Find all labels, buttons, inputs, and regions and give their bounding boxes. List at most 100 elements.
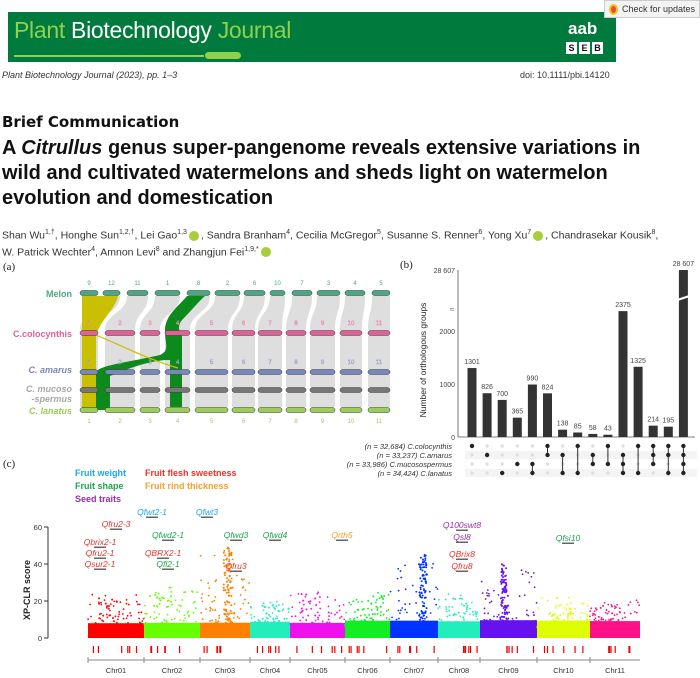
synteny-ribbon-highlight-yellow bbox=[82, 296, 118, 410]
score-point bbox=[422, 563, 425, 566]
score-point bbox=[596, 625, 599, 628]
check-for-updates-button[interactable]: Check for updates bbox=[604, 0, 700, 18]
matrix-dot-filled bbox=[545, 452, 550, 458]
qtl-label: Qfru3 bbox=[225, 561, 247, 571]
score-point bbox=[435, 586, 437, 589]
orcid-icon[interactable] bbox=[533, 230, 544, 241]
journal-name-part: Plant bbox=[14, 17, 65, 43]
bar-value-label: 43 bbox=[604, 426, 612, 433]
score-point bbox=[465, 608, 468, 611]
score-point bbox=[177, 625, 180, 628]
sweep-region-tick bbox=[532, 646, 535, 653]
author-name[interactable]: Yong Xu bbox=[487, 229, 528, 242]
score-point bbox=[104, 602, 107, 605]
score-point bbox=[309, 602, 311, 605]
author-name[interactable]: Chandrasekar Kousik bbox=[551, 229, 652, 242]
score-point bbox=[471, 623, 473, 626]
score-point bbox=[459, 597, 462, 600]
score-point bbox=[249, 625, 252, 628]
score-point bbox=[309, 600, 312, 603]
score-point bbox=[569, 602, 572, 604]
qtl-marker bbox=[456, 558, 468, 560]
score-point bbox=[352, 600, 355, 603]
author-affiliation: 1,2,† bbox=[118, 229, 135, 236]
score-point bbox=[464, 625, 467, 628]
score-point bbox=[183, 614, 186, 617]
set-size: (n = 34,424) bbox=[378, 469, 421, 478]
author-name[interactable]: Shan Wu bbox=[2, 229, 45, 242]
score-point bbox=[242, 602, 245, 605]
sweep-region-tick bbox=[164, 646, 166, 653]
bar bbox=[467, 368, 477, 437]
author-name[interactable]: Honghe Sun bbox=[60, 229, 119, 242]
author-name[interactable]: Lei Gao bbox=[140, 229, 178, 242]
score-point bbox=[344, 620, 347, 622]
score-point bbox=[314, 597, 317, 600]
author-name[interactable]: Susanne S. Renner bbox=[386, 229, 479, 242]
score-point bbox=[458, 622, 461, 625]
score-point bbox=[415, 602, 417, 604]
chromosome-number: 4 bbox=[176, 419, 180, 425]
score-point bbox=[89, 603, 91, 606]
chromosome-number: 3 bbox=[148, 321, 152, 327]
score-point bbox=[428, 622, 431, 625]
sweep-region-tick bbox=[468, 646, 470, 653]
synteny-ribbon-highlight-green bbox=[96, 296, 205, 410]
score-point bbox=[226, 617, 229, 620]
author-name[interactable]: Sandra Branham bbox=[206, 229, 287, 242]
score-point bbox=[501, 619, 504, 622]
chromosome-number: 1 bbox=[87, 360, 91, 366]
chromosome-number: 9 bbox=[321, 321, 325, 327]
score-point bbox=[243, 578, 245, 581]
orcid-icon[interactable] bbox=[260, 247, 271, 258]
score-point bbox=[462, 616, 465, 619]
score-point bbox=[413, 624, 416, 627]
chromosome-bar bbox=[164, 369, 191, 375]
set-name: C.lanatus bbox=[420, 469, 452, 478]
matrix-dot-empty bbox=[545, 471, 550, 475]
seb-letter: E bbox=[579, 42, 590, 54]
score-point bbox=[589, 615, 591, 618]
score-point bbox=[224, 613, 227, 616]
score-point bbox=[193, 600, 196, 603]
synteny-ribbon bbox=[310, 296, 340, 330]
score-point bbox=[421, 584, 424, 587]
orcid-icon[interactable] bbox=[188, 230, 199, 241]
score-point bbox=[590, 620, 592, 623]
score-point bbox=[380, 625, 383, 628]
sweep-region-tick bbox=[331, 646, 333, 653]
score-point bbox=[474, 623, 477, 626]
score-point bbox=[450, 622, 453, 625]
score-point bbox=[465, 602, 468, 605]
score-point bbox=[528, 581, 531, 584]
score-point bbox=[616, 613, 618, 616]
score-point bbox=[422, 604, 425, 607]
author-affiliation: 5 bbox=[377, 229, 381, 236]
author-name[interactable]: W. Patrick Wechter bbox=[2, 246, 92, 258]
score-point bbox=[419, 586, 422, 589]
matrix-dot-filled bbox=[545, 443, 550, 449]
qtl-marker bbox=[456, 570, 468, 572]
author-separator: , bbox=[482, 229, 488, 242]
sweep-region-tick bbox=[416, 646, 418, 653]
score-point bbox=[424, 557, 427, 560]
score-point bbox=[275, 600, 278, 603]
score-point bbox=[111, 616, 114, 619]
chromosome-bar bbox=[367, 387, 391, 393]
score-point bbox=[461, 597, 464, 600]
score-point bbox=[555, 604, 558, 607]
score-point bbox=[317, 591, 320, 594]
doi-link[interactable]: doi: 10.1111/pbi.14120 bbox=[520, 70, 610, 80]
score-point bbox=[214, 618, 217, 621]
sweep-region-tick bbox=[476, 646, 478, 653]
score-point bbox=[283, 618, 286, 620]
score-point bbox=[453, 623, 456, 626]
score-point bbox=[112, 605, 115, 607]
chromosome-number: 3 bbox=[148, 360, 152, 366]
author-name[interactable]: Cecilia McGregor bbox=[295, 229, 377, 242]
score-point bbox=[213, 554, 216, 557]
matrix-dot-empty bbox=[485, 462, 489, 466]
author-name[interactable]: Zhangjun Fei bbox=[182, 246, 245, 258]
author-name[interactable]: Amnon Levi bbox=[100, 246, 156, 258]
score-point bbox=[506, 625, 508, 628]
